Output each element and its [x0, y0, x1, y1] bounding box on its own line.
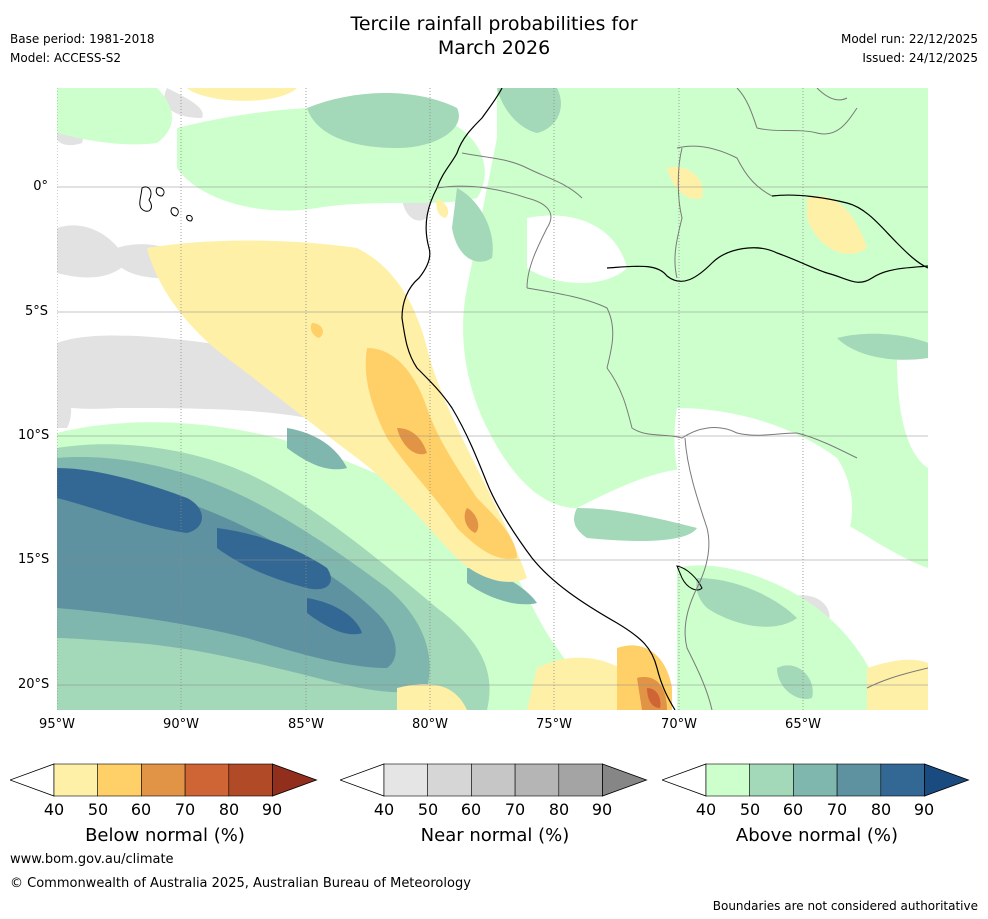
lon-label-85w: 85°W: [288, 717, 324, 732]
cbar1-tick-60: 60: [460, 800, 482, 819]
colorbar-below-normal-ticks: 40 50 60 70 80 90: [10, 800, 320, 822]
colorbar-1-swatch-2: [471, 763, 516, 797]
country-borders: [436, 88, 928, 710]
colorbar-0-under-triangle: [8, 763, 55, 797]
lat-label-5s: 5°S: [24, 304, 48, 319]
river-amazon: [606, 247, 928, 283]
colorbar-1-swatch-4: [558, 763, 603, 797]
colorbar-0-swatch-2: [141, 763, 186, 797]
colorbar-2-over-triangle: [924, 763, 970, 797]
colorbar-1-under-triangle: [338, 763, 385, 797]
lake-titicaca: [676, 565, 703, 591]
colorbar-0-swatch-4: [228, 763, 273, 797]
colorbar-2-under-triangle: [660, 763, 707, 797]
colorbar-1-swatch-1: [427, 763, 472, 797]
colorbar-above-normal-svg: [660, 763, 970, 797]
cbar1-tick-70: 70: [504, 800, 526, 819]
title-line-1: Tercile rainfall probabilities for: [350, 13, 638, 35]
graticule: [57, 88, 928, 710]
coastline: [401, 88, 676, 710]
colorbar-above-normal-ticks: 40 50 60 70 80 90: [662, 800, 972, 822]
meta-left: Base period: 1981-2018 Model: ACCESS-S2: [10, 30, 155, 68]
lon-label-75w: 75°W: [536, 717, 572, 732]
cbar0-tick-50: 50: [87, 800, 109, 819]
lon-label-90w: 90°W: [163, 717, 199, 732]
colorbar-below-normal-title: Below normal (%): [85, 825, 245, 846]
cbar0-tick-40: 40: [43, 800, 65, 819]
cbar2-tick-80: 80: [870, 800, 892, 819]
cbar0-tick-60: 60: [130, 800, 152, 819]
base-period: Base period: 1981-2018: [10, 32, 155, 46]
footer-url: www.bom.gov.au/climate: [10, 852, 174, 867]
colorbar-1-swatch-0: [383, 763, 429, 797]
colorbar-2-swatch-4: [880, 763, 925, 797]
colorbar-below-normal-svg: [8, 763, 318, 797]
title-line-2: March 2026: [437, 37, 551, 59]
map-canvas: [57, 88, 928, 710]
colorbar-near-normal-svg: [338, 763, 648, 797]
colorbar-2-swatch-1: [749, 763, 794, 797]
colorbar-near-normal: 40 50 60 70 80 90 Near normal (%): [338, 762, 650, 862]
cbar2-tick-50: 50: [739, 800, 761, 819]
above-normal-layer: [57, 88, 928, 710]
lon-label-80w: 80°W: [412, 717, 448, 732]
colorbar-near-normal-title: Near normal (%): [420, 825, 570, 846]
river-amazon-upper: [771, 194, 928, 269]
cbar0-tick-70: 70: [174, 800, 196, 819]
map-title: Tercile rainfall probabilities for March…: [0, 12, 988, 60]
issued-date: Issued: 24/12/2025: [862, 51, 978, 65]
colorbar-0-swatch-1: [97, 763, 142, 797]
cbar2-tick-70: 70: [826, 800, 848, 819]
colorbar-0-swatch-0: [53, 763, 99, 797]
colorbar-2-swatch-2: [793, 763, 838, 797]
lon-label-65w: 65°W: [785, 717, 821, 732]
lat-label-15s: 15°S: [18, 552, 50, 567]
lon-label-70w: 70°W: [661, 717, 697, 732]
model-name: Model: ACCESS-S2: [10, 51, 122, 65]
lon-label-95w: 95°W: [39, 717, 75, 732]
lat-label-20s: 20°S: [18, 677, 50, 692]
colorbar-above-normal-title: Above normal (%): [735, 825, 899, 846]
cbar1-tick-90: 90: [591, 800, 613, 819]
footer-copyright: © Commonwealth of Australia 2025, Austra…: [10, 876, 471, 891]
colorbar-2-swatch-0: [705, 763, 751, 797]
colorbar-0-swatch-3: [184, 763, 230, 797]
probability-map: [57, 88, 928, 710]
cbar2-tick-60: 60: [782, 800, 804, 819]
lat-label-10s: 10°S: [18, 428, 50, 443]
model-run: Model run: 22/12/2025: [840, 32, 978, 46]
colorbar-near-normal-ticks: 40 50 60 70 80 90: [340, 800, 650, 822]
colorbar-0-over-triangle: [272, 763, 318, 797]
cbar2-tick-40: 40: [695, 800, 717, 819]
colorbar-above-normal: 40 50 60 70 80 90 Above normal (%): [660, 762, 972, 862]
footer-disclaimer: Boundaries are not considered authoritat…: [712, 899, 978, 913]
cbar1-tick-40: 40: [373, 800, 395, 819]
cbar0-tick-90: 90: [261, 800, 283, 819]
colorbar-1-over-triangle: [602, 763, 648, 797]
lat-label-0: 0°: [33, 179, 48, 194]
meta-right: Model run: 22/12/2025 Issued: 24/12/2025: [841, 30, 978, 68]
colorbar-2-swatch-3: [836, 763, 882, 797]
cbar1-tick-50: 50: [417, 800, 439, 819]
cbar0-tick-80: 80: [218, 800, 240, 819]
galapagos-islands: [139, 186, 193, 222]
colorbar-below-normal: 40 50 60 70 80 90 Below normal (%): [8, 762, 320, 862]
cbar1-tick-80: 80: [548, 800, 570, 819]
below-normal-layer: [147, 88, 928, 710]
cbar2-tick-90: 90: [913, 800, 935, 819]
colorbar-1-swatch-3: [514, 763, 560, 797]
